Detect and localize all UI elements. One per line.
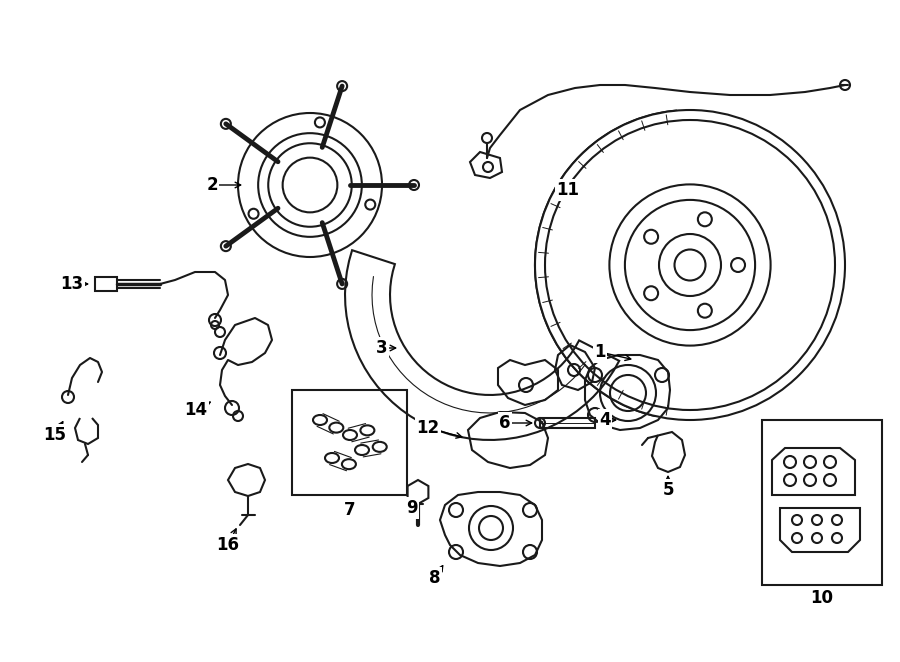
Circle shape: [220, 241, 231, 251]
Bar: [540, 418, 595, 428]
Text: 16: 16: [217, 536, 239, 554]
Circle shape: [338, 81, 347, 91]
Text: 8: 8: [429, 569, 441, 587]
Bar: [762, 420, 882, 585]
Text: 9: 9: [406, 499, 418, 517]
Text: 5: 5: [662, 481, 674, 499]
Polygon shape: [408, 480, 428, 504]
Text: 3: 3: [376, 339, 388, 357]
Text: 7: 7: [344, 501, 356, 519]
Bar: [95, 277, 117, 291]
Text: 2: 2: [206, 176, 218, 194]
Text: 13: 13: [60, 275, 84, 293]
Text: 1: 1: [594, 343, 606, 361]
Text: 15: 15: [43, 426, 67, 444]
Text: 12: 12: [417, 419, 439, 437]
Text: 10: 10: [811, 589, 833, 607]
Text: 14: 14: [184, 401, 208, 419]
Circle shape: [220, 119, 231, 129]
Circle shape: [338, 279, 347, 289]
Bar: [292, 390, 407, 495]
Text: 6: 6: [500, 414, 511, 432]
Circle shape: [409, 180, 419, 190]
Text: 4: 4: [599, 411, 611, 429]
Text: 11: 11: [556, 181, 580, 199]
